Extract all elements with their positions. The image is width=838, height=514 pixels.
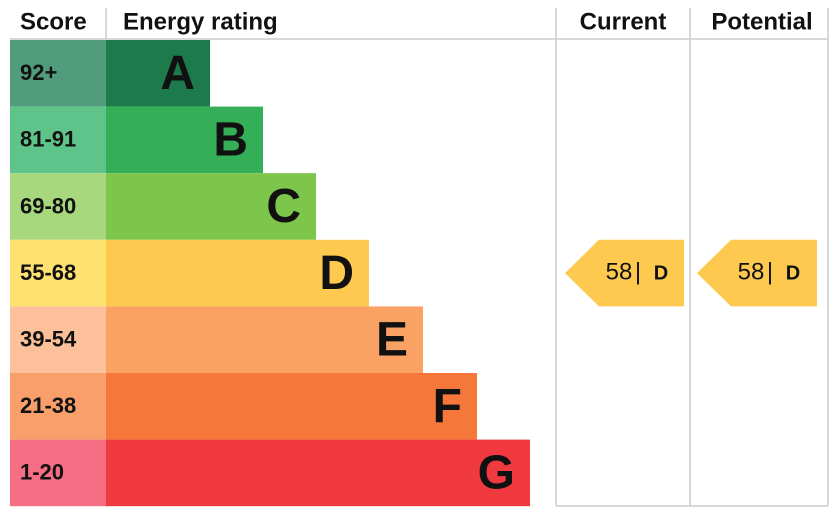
- rating-bar: [106, 239, 369, 307]
- arrow-score: 58: [606, 258, 633, 285]
- score-cell: [10, 439, 106, 507]
- arrow-separator: |: [767, 258, 773, 285]
- rating-bar: [106, 373, 477, 440]
- score-cell: [10, 106, 106, 174]
- grid: [10, 8, 829, 507]
- header-current: Current: [580, 8, 667, 35]
- band-letter: B: [213, 114, 248, 167]
- band-letter: A: [160, 47, 195, 100]
- score-range: 39-54: [20, 327, 77, 352]
- header-rating: Energy rating: [123, 8, 278, 35]
- band-letter: G: [478, 447, 515, 500]
- rating-arrow: [565, 239, 684, 307]
- arrow-score: 58: [738, 258, 765, 285]
- score-cell: [10, 40, 106, 107]
- rating-bar: [106, 173, 316, 240]
- rating-bar: [106, 306, 423, 373]
- band-letter: E: [376, 313, 408, 366]
- score-range: 92+: [20, 60, 57, 85]
- rating-arrow: [697, 239, 817, 307]
- arrow-band: D: [786, 262, 800, 284]
- score-range: 69-80: [20, 193, 76, 218]
- rating-bar: [106, 439, 530, 507]
- band-letter: D: [319, 247, 354, 300]
- header-potential: Potential: [711, 8, 812, 35]
- score-range: 55-68: [20, 260, 76, 285]
- header-score: Score: [20, 8, 87, 35]
- rating-bar: [106, 40, 210, 107]
- score-cell: [10, 306, 106, 373]
- score-range: 1-20: [20, 460, 64, 485]
- score-range: 21-38: [20, 393, 76, 418]
- arrow-separator: |: [635, 258, 641, 285]
- arrow-band: D: [654, 262, 668, 284]
- band-letter: F: [433, 380, 462, 433]
- score-range: 81-91: [20, 127, 76, 152]
- rating-bar: [106, 106, 263, 174]
- score-cell: [10, 239, 106, 307]
- score-cell: [10, 173, 106, 240]
- band-letter: C: [266, 180, 301, 233]
- score-cell: [10, 373, 106, 440]
